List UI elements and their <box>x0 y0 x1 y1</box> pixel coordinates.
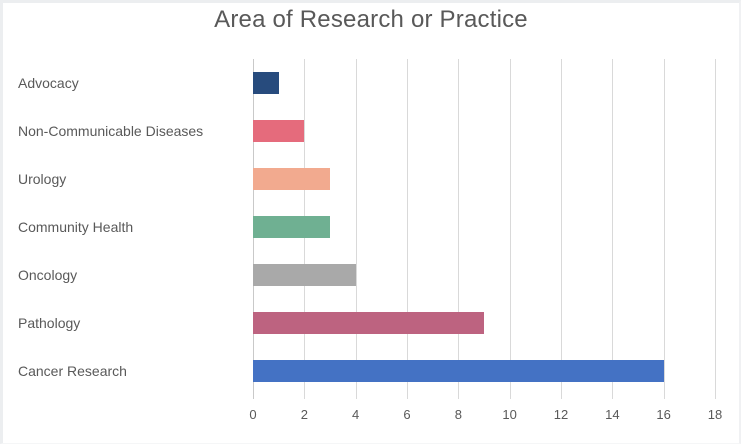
x-tick-label: 4 <box>352 407 360 422</box>
category-label-pathology: Pathology <box>18 315 81 331</box>
bar-urology <box>253 168 330 190</box>
chart-title: Area of Research or Practice <box>214 6 528 33</box>
bar-oncology <box>253 264 356 286</box>
gridline-x-10 <box>509 59 511 399</box>
gridline-x-8 <box>458 59 460 399</box>
x-tick-label: 18 <box>707 407 723 422</box>
gridline-x-14 <box>612 59 614 399</box>
x-tick-label: 0 <box>249 407 257 422</box>
category-label-urology: Urology <box>18 171 67 187</box>
gridline-x-4 <box>355 59 357 399</box>
category-label-community-health: Community Health <box>18 219 134 235</box>
gridline-x-18 <box>715 59 716 399</box>
x-tick-label: 14 <box>605 407 620 422</box>
gridline-x-6 <box>407 59 408 399</box>
category-label-oncology: Oncology <box>18 267 78 283</box>
x-tick-label: 16 <box>656 407 671 422</box>
x-tick-label: 10 <box>502 407 517 422</box>
bar-pathology <box>253 312 484 334</box>
category-label-cancer-research: Cancer Research <box>18 363 127 379</box>
x-tick-label: 12 <box>553 407 569 422</box>
gridline-x-12 <box>561 59 562 399</box>
x-tick-label: 2 <box>300 407 308 422</box>
x-tick-label: 6 <box>403 407 411 422</box>
bar-advocacy <box>253 72 279 94</box>
bar-non-communicable-diseases <box>253 120 305 142</box>
gridline-x-16 <box>663 59 665 399</box>
x-tick-label: 8 <box>454 407 462 422</box>
category-label-advocacy: Advocacy <box>18 75 79 91</box>
category-label-non-communicable-diseases: Non-Communicable Diseases <box>18 123 204 139</box>
bar-cancer-research <box>253 360 664 382</box>
bar-community-health <box>253 216 330 238</box>
